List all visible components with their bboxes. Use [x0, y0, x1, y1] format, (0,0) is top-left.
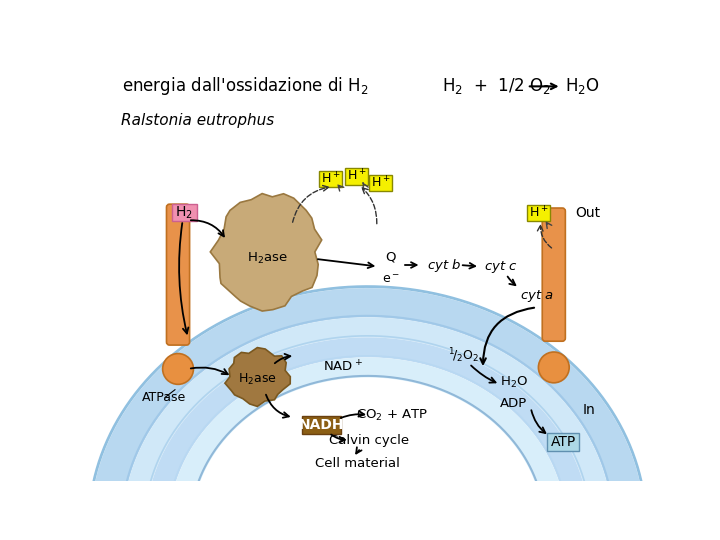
Text: H$_2$: H$_2$	[175, 205, 193, 221]
Polygon shape	[168, 357, 566, 527]
Text: H$^+$: H$^+$	[528, 206, 548, 221]
Text: Q: Q	[385, 251, 396, 264]
FancyBboxPatch shape	[547, 433, 579, 451]
Text: Out: Out	[575, 206, 600, 220]
Text: H$_2$ase: H$_2$ase	[238, 372, 276, 387]
Text: H$^+$: H$^+$	[320, 171, 341, 186]
Text: H$_2$ase: H$_2$ase	[247, 251, 288, 266]
FancyBboxPatch shape	[302, 416, 341, 434]
Text: Cell material: Cell material	[315, 457, 400, 470]
FancyBboxPatch shape	[172, 204, 197, 221]
FancyBboxPatch shape	[166, 204, 189, 345]
FancyBboxPatch shape	[319, 171, 342, 187]
Text: In: In	[583, 403, 596, 417]
Polygon shape	[145, 338, 589, 527]
Text: $^1\!/_2$O$_2$: $^1\!/_2$O$_2$	[449, 347, 479, 365]
Text: CO$_2$ + ATP: CO$_2$ + ATP	[356, 408, 428, 423]
Polygon shape	[225, 348, 290, 407]
Polygon shape	[210, 193, 322, 311]
Circle shape	[539, 352, 570, 383]
Text: H$^+$: H$^+$	[371, 175, 390, 190]
Text: cyt $c$: cyt $c$	[485, 259, 518, 275]
Text: cyt $a$: cyt $a$	[520, 288, 554, 304]
FancyBboxPatch shape	[345, 168, 368, 185]
Text: H$_2$  +  1/2 O$_2$: H$_2$ + 1/2 O$_2$	[442, 76, 551, 96]
Text: energia dall'ossidazione di H$_2$: energia dall'ossidazione di H$_2$	[122, 76, 369, 97]
Text: NAD$^+$: NAD$^+$	[323, 359, 363, 374]
Text: cyt $b$: cyt $b$	[427, 256, 461, 273]
Text: ATPase: ATPase	[142, 391, 186, 404]
Text: ADP: ADP	[500, 397, 527, 410]
Circle shape	[163, 354, 194, 384]
FancyBboxPatch shape	[542, 208, 565, 341]
Text: H$^+$: H$^+$	[347, 169, 366, 184]
Text: e$^-$: e$^-$	[382, 273, 400, 286]
Text: ATP: ATP	[550, 435, 576, 449]
Text: Ralstonia eutrophus: Ralstonia eutrophus	[121, 113, 274, 128]
Text: Calvin cycle: Calvin cycle	[329, 434, 409, 447]
Text: H$_2$O: H$_2$O	[500, 375, 528, 390]
Text: H$_2$O: H$_2$O	[564, 76, 599, 96]
Polygon shape	[90, 288, 644, 527]
FancyBboxPatch shape	[369, 174, 392, 191]
Text: NADH: NADH	[299, 418, 344, 432]
Polygon shape	[122, 318, 612, 527]
FancyBboxPatch shape	[527, 205, 550, 221]
